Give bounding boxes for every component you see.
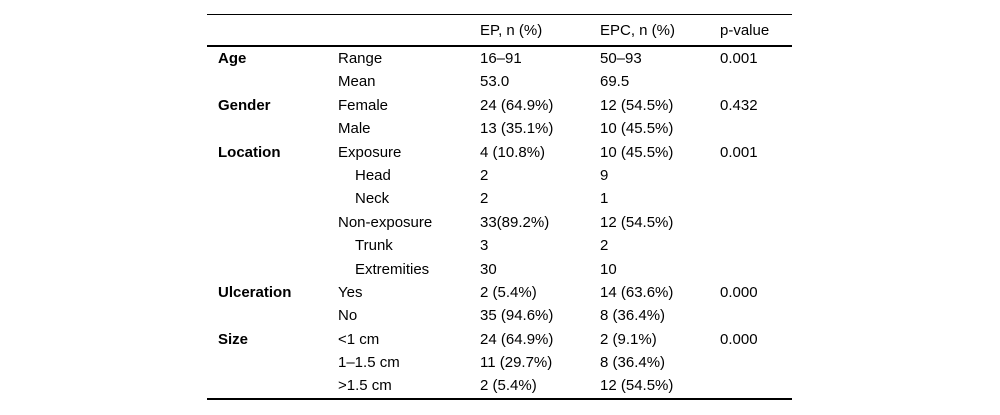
table-row: Trunk 3 2 <box>207 234 792 257</box>
table-row: Extremities 30 10 <box>207 258 792 281</box>
cell-subcategory: Extremities <box>355 260 430 278</box>
table-row: Neck 2 1 <box>207 187 792 210</box>
comparison-table: EP, n (%) EPC, n (%) p-value Age Range 1… <box>207 14 792 400</box>
cell-ep-value: 53.0 <box>480 73 510 91</box>
table-row: Age Range 16–91 50–93 0.001 <box>207 47 792 70</box>
cell-subcategory: Mean <box>338 73 376 91</box>
cell-ep-value: 3 <box>480 237 489 255</box>
cell-category: Age <box>218 50 247 67</box>
cell-subcategory: Exposure <box>338 143 402 161</box>
table-row: Location Exposure 4 (10.8%) 10 (45.5%) 0… <box>207 141 792 164</box>
cell-ep-value: 35 (94.6%) <box>480 307 554 325</box>
cell-p-value <box>720 164 792 187</box>
cell-p-value <box>720 187 792 210</box>
cell-ep-value: 2 <box>480 190 489 208</box>
col-header-ep: EP, n (%) <box>480 22 543 39</box>
cell-epc-value: 10 <box>600 260 617 278</box>
cell-category <box>218 351 338 374</box>
cell-epc-value: 69.5 <box>600 73 630 91</box>
cell-ep-value: 2 (5.4%) <box>480 377 537 395</box>
cell-ep-value: 13 (35.1%) <box>480 120 554 138</box>
cell-subcategory: No <box>338 307 358 325</box>
table-row: Gender Female 24 (64.9%) 12 (54.5%) 0.43… <box>207 94 792 117</box>
cell-ep-value: 2 (5.4%) <box>480 283 537 301</box>
cell-epc-value: 12 (54.5%) <box>600 213 674 231</box>
cell-epc-value: 2 (9.1%) <box>600 330 657 348</box>
cell-epc-value: 12 (54.5%) <box>600 377 674 395</box>
cell-category: Size <box>218 330 249 348</box>
col-header-subcategory <box>338 15 480 47</box>
cell-epc-value: 10 (45.5%) <box>600 143 674 161</box>
table-body: Age Range 16–91 50–93 0.001 Mean 53.0 69… <box>207 47 792 398</box>
cell-p-value <box>720 211 792 234</box>
cell-epc-value: 8 (36.4%) <box>600 307 666 325</box>
cell-category: Ulceration <box>218 283 292 301</box>
cell-category: Location <box>218 143 281 161</box>
cell-epc-value: 50–93 <box>600 50 642 67</box>
cell-category: Gender <box>218 96 271 114</box>
cell-epc-value: 2 <box>600 237 609 255</box>
cell-p-value <box>720 374 792 397</box>
cell-category <box>218 117 338 140</box>
cell-p-value: 0.000 <box>720 283 758 301</box>
cell-ep-value: 30 <box>480 260 497 278</box>
cell-category <box>218 258 338 281</box>
cell-subcategory: Trunk <box>355 237 393 255</box>
col-header-epc: EPC, n (%) <box>600 22 676 39</box>
cell-subcategory: Neck <box>355 190 390 208</box>
cell-p-value <box>720 304 792 327</box>
table-row: Head 2 9 <box>207 164 792 187</box>
table-row: Mean 53.0 69.5 <box>207 70 792 93</box>
cell-category <box>218 164 338 187</box>
cell-p-value <box>720 234 792 257</box>
table-row: >1.5 cm 2 (5.4%) 12 (54.5%) <box>207 374 792 397</box>
cell-category <box>218 374 338 397</box>
cell-category <box>218 234 338 257</box>
cell-p-value: 0.432 <box>720 96 758 114</box>
cell-subcategory: Head <box>355 166 391 184</box>
cell-ep-value: 11 (29.7%) <box>480 354 553 372</box>
table-row: No 35 (94.6%) 8 (36.4%) <box>207 304 792 327</box>
table-row: Ulceration Yes 2 (5.4%) 14 (63.6%) 0.000 <box>207 281 792 304</box>
cell-ep-value: 24 (64.9%) <box>480 96 554 114</box>
table-row: 1–1.5 cm 11 (29.7%) 8 (36.4%) <box>207 351 792 374</box>
cell-subcategory: Non-exposure <box>338 213 433 231</box>
cell-subcategory: Range <box>338 50 383 67</box>
cell-p-value: 0.001 <box>720 50 758 67</box>
cell-epc-value: 9 <box>600 166 609 184</box>
cell-epc-value: 8 (36.4%) <box>600 354 666 372</box>
cell-epc-value: 1 <box>600 190 609 208</box>
cell-ep-value: 33(89.2%) <box>480 213 550 231</box>
table-row: Male 13 (35.1%) 10 (45.5%) <box>207 117 792 140</box>
cell-p-value <box>720 258 792 281</box>
cell-subcategory: Yes <box>338 283 363 301</box>
cell-p-value: 0.000 <box>720 330 758 348</box>
cell-ep-value: 2 <box>480 166 489 184</box>
cell-category <box>218 211 338 234</box>
cell-category <box>218 70 338 93</box>
cell-ep-value: 4 (10.8%) <box>480 143 546 161</box>
cell-category <box>218 304 338 327</box>
cell-subcategory: Male <box>338 120 371 138</box>
cell-p-value <box>720 351 792 374</box>
cell-category <box>218 187 338 210</box>
table-header-row: EP, n (%) EPC, n (%) p-value <box>207 15 792 47</box>
cell-subcategory: >1.5 cm <box>338 377 392 395</box>
cell-subcategory: 1–1.5 cm <box>338 354 400 372</box>
cell-ep-value: 16–91 <box>480 50 522 67</box>
cell-subcategory: <1 cm <box>338 330 380 348</box>
table-row: Size <1 cm 24 (64.9%) 2 (9.1%) 0.000 <box>207 328 792 351</box>
cell-subcategory: Female <box>338 96 389 114</box>
cell-epc-value: 10 (45.5%) <box>600 120 674 138</box>
cell-epc-value: 12 (54.5%) <box>600 96 674 114</box>
table-row: Non-exposure 33(89.2%) 12 (54.5%) <box>207 211 792 234</box>
col-header-category <box>218 15 338 47</box>
cell-p-value: 0.001 <box>720 143 758 161</box>
cell-ep-value: 24 (64.9%) <box>480 330 554 348</box>
cell-p-value <box>720 117 792 140</box>
cell-p-value <box>720 70 792 93</box>
cell-epc-value: 14 (63.6%) <box>600 283 674 301</box>
col-header-pvalue: p-value <box>720 22 770 39</box>
